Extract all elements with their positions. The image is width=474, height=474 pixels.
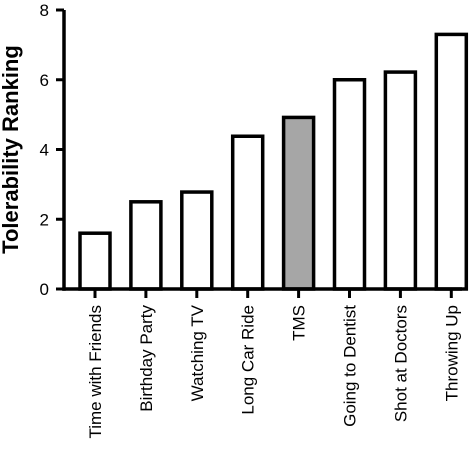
x-category-label: Birthday Party [137, 305, 156, 412]
y-tick-label: 4 [40, 141, 49, 160]
x-category-label: Going to Dentist [341, 305, 360, 427]
x-category-labels: Time with Friends Birthday Party Watching … [86, 289, 461, 439]
y-axis-title: Tolerability Ranking [0, 45, 23, 254]
bar-going-to-dentist [332, 78, 367, 291]
bar-long-car-ride [230, 134, 265, 291]
x-category-label: Shot at Doctors [391, 305, 410, 422]
y-tick-label: 0 [40, 280, 49, 299]
bar-throwing-up [434, 32, 469, 291]
y-ticks: 0 2 4 6 8 [40, 1, 64, 299]
x-category-label: TMS [290, 305, 309, 341]
bars [78, 32, 469, 291]
bar-watching-tv [180, 190, 214, 291]
bar-tms [281, 115, 316, 291]
y-tick-label: 8 [40, 1, 49, 20]
x-category-label: Long Car Ride [239, 305, 258, 415]
x-category-label: Time with Friends [86, 305, 105, 439]
x-category-label: Throwing Up [442, 305, 461, 401]
bar-birthday-party [129, 200, 163, 291]
bar-shot-at-doctors [383, 70, 418, 291]
bar-time-with-friends [78, 231, 112, 291]
y-tick-label: 6 [40, 71, 49, 90]
x-category-label: Watching TV [188, 304, 207, 401]
y-tick-label: 2 [40, 210, 49, 229]
